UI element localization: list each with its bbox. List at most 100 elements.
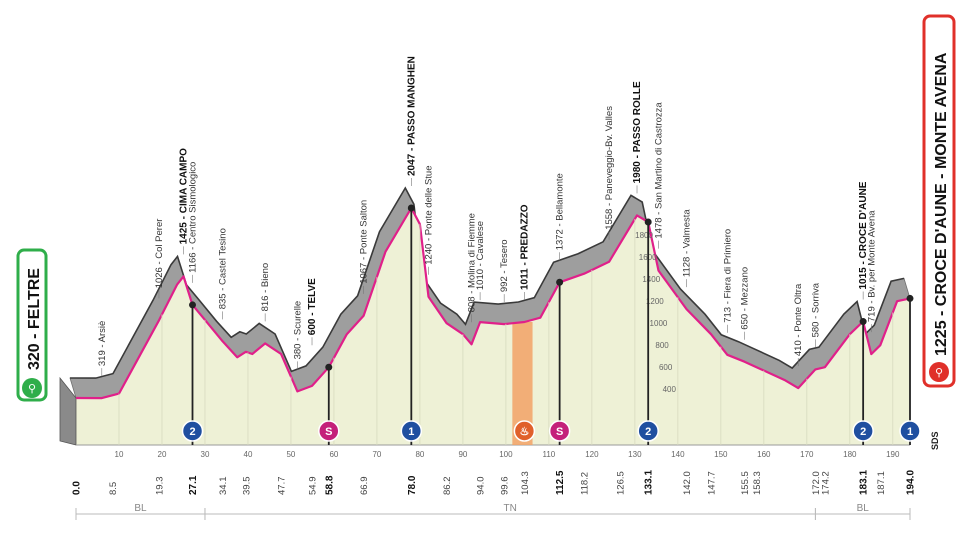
place-label: 650 - Mezzano <box>740 267 751 330</box>
place-label: 1240 - Ponte delle Stue <box>424 166 435 265</box>
distance-label: 34.1 <box>218 477 229 496</box>
region-label: TN <box>504 503 517 514</box>
kom-marker-label: 1 <box>408 426 414 438</box>
km-tick-label: 160 <box>757 450 771 459</box>
brand-logo: SDS <box>930 431 940 450</box>
altitude-tick-label: 1800 <box>635 231 653 240</box>
place-label: 1425 - CIMA CAMPO <box>179 148 190 245</box>
distance-label: 104.3 <box>520 471 531 495</box>
distance-label: 78.0 <box>407 475 418 495</box>
kom-marker-icon <box>899 420 921 442</box>
km-tick-label: 180 <box>843 450 857 459</box>
place-label: 410 - Ponte Oltra <box>793 283 804 356</box>
place-label: 580 - Sorriva <box>810 282 821 337</box>
place-label: 1011 - PREDAZZO <box>519 204 530 290</box>
place-label: 600 - TELVE <box>307 278 318 335</box>
start-bike-icon <box>22 378 42 398</box>
distance-label: 187.1 <box>876 471 887 495</box>
distance-label: 142.0 <box>682 471 693 495</box>
distance-label: 54.9 <box>308 477 319 496</box>
sprint-marker-icon <box>548 420 571 442</box>
kom-marker-icon <box>637 420 659 442</box>
altitude-tick-label: 1000 <box>650 319 668 328</box>
profile-base-layer <box>59 186 911 446</box>
km-tick-label: 40 <box>244 450 253 459</box>
kom-marker-label: 2 <box>645 426 651 438</box>
feed-marker-icon <box>513 420 536 442</box>
place-label: 1478 - San Martino di Castrozza <box>654 102 665 239</box>
distance-label: 86.2 <box>442 477 453 496</box>
place-label: 319 - Arsiè <box>97 321 108 366</box>
grid-layer: 40060080010001200140016001800 <box>118 218 894 445</box>
sprint-marker-label: S <box>325 426 332 438</box>
altitude-tick-label: 1200 <box>646 297 664 306</box>
distance-label: 39.5 <box>241 477 252 496</box>
distance-label: 47.7 <box>277 477 288 496</box>
distance-label: 66.9 <box>359 477 370 496</box>
marker-dot <box>325 363 333 371</box>
marker-dot <box>407 204 415 212</box>
distance-label: 58.8 <box>324 475 335 495</box>
distance-label: 158.3 <box>752 471 763 495</box>
distance-label: 0.0 <box>72 481 83 495</box>
kom-marker-label: 1 <box>907 426 913 438</box>
place-label: 1372 - Bellamonte <box>555 173 566 250</box>
sprint-marker-label: S <box>556 426 563 438</box>
km-tick-label: 30 <box>201 450 210 459</box>
km-tick-label: 170 <box>800 450 814 459</box>
place-label: 2047 - PASSO MANGHEN <box>406 56 417 176</box>
profile-top-edge <box>69 186 905 379</box>
km-tick-label: 100 <box>499 450 513 459</box>
distance-label: 118.2 <box>580 472 591 495</box>
regions-layer: BL TN BL <box>75 503 911 520</box>
place-label: 1010 - Cavalese <box>475 221 486 290</box>
km-tick-label: 110 <box>543 450 556 459</box>
distance-label: 99.6 <box>500 477 511 496</box>
distance-label: 94.0 <box>476 477 487 496</box>
kom-marker-icon <box>852 420 874 442</box>
km-tick-label: 140 <box>671 450 685 459</box>
place-label: 1166 - Centro Sismologico <box>188 162 199 273</box>
distance-label: 19.3 <box>155 477 166 496</box>
place-label: 1558 - Paneveggio-Bv. Valles <box>604 106 615 230</box>
marker-dot <box>189 301 197 309</box>
altitude-tick-label: 400 <box>663 385 677 394</box>
finish-bike-glyph: ⚲ <box>935 366 943 379</box>
start-frame <box>16 248 48 402</box>
km-tick-label: 130 <box>628 450 642 459</box>
region-label: BL <box>134 503 147 514</box>
km-tick-label: 10 <box>115 450 124 459</box>
place-label: 713 - Fiera di Primiero <box>722 229 733 323</box>
km-tick-label: 20 <box>158 450 167 459</box>
place-label: 992 - Tesero <box>499 239 510 292</box>
finish-bike-icon <box>929 362 949 382</box>
distance-label: 194.0 <box>906 470 917 495</box>
route-line <box>75 206 911 400</box>
marker-dot <box>906 294 914 302</box>
distance-label: 112.5 <box>555 470 566 495</box>
km-tick-label: 60 <box>329 450 338 459</box>
altitude-tick-label: 800 <box>655 341 669 350</box>
distance-axis-layer: 10 20 30 40 50 60 70 80 90 100 110 120 130 140 150 160 1… <box>72 450 917 495</box>
distance-label: 133.1 <box>644 470 655 495</box>
marker-dot <box>859 318 867 326</box>
place-label: 380 - Scurelle <box>292 301 303 360</box>
distance-label: 174.2 <box>820 471 831 495</box>
place-label: 1067 - Ponte Salton <box>359 200 370 284</box>
distance-label: 27.1 <box>188 475 199 495</box>
distance-label: 172.0 <box>811 471 822 495</box>
distance-label: 147.7 <box>707 471 718 495</box>
feed-marker-label: ♨ <box>519 426 529 438</box>
kom-marker-icon <box>400 420 423 442</box>
feed-zone-band <box>512 321 533 445</box>
region-label: BL <box>857 503 870 514</box>
km-tick-label: 120 <box>585 450 599 459</box>
place-label: 1026 - Col Perer <box>154 219 165 289</box>
finish-frame <box>922 14 956 388</box>
profile-face <box>76 208 910 445</box>
place-label: 835 - Castel Tesino <box>218 228 229 309</box>
markers-layer: 2 S 1 ♨ S 2 2 1 <box>181 204 921 445</box>
sprint-marker-icon <box>318 420 340 442</box>
start-bike-glyph: ⚲ <box>28 382 36 395</box>
